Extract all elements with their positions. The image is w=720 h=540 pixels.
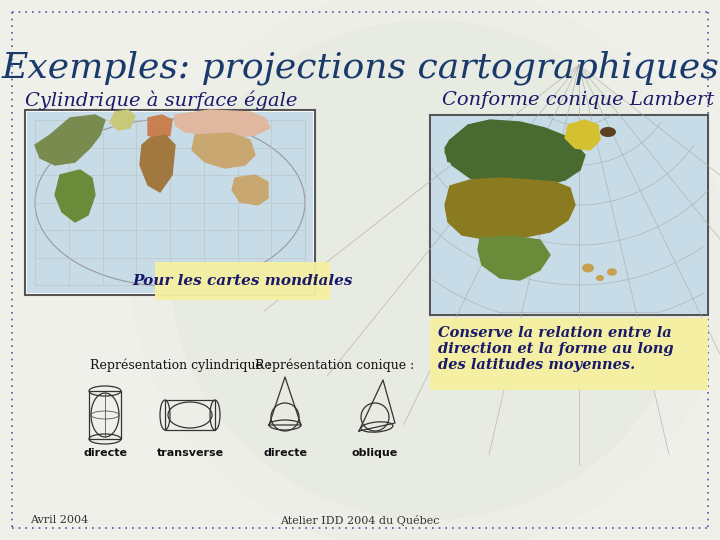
Ellipse shape	[35, 119, 305, 286]
Text: Atelier IDD 2004 du Québec: Atelier IDD 2004 du Québec	[280, 515, 440, 525]
Bar	[27, 112, 313, 293]
Ellipse shape	[582, 264, 594, 273]
Text: Conforme conique Lambert: Conforme conique Lambert	[442, 91, 714, 109]
Polygon shape	[445, 140, 460, 162]
Text: Exemples: projections cartographiques: Exemples: projections cartographiques	[1, 51, 719, 85]
Text: transverse: transverse	[156, 448, 224, 458]
Polygon shape	[565, 120, 600, 150]
Polygon shape	[478, 236, 550, 280]
Ellipse shape	[170, 20, 690, 520]
Bar	[430, 115, 708, 315]
Text: Avril 2004: Avril 2004	[30, 515, 89, 525]
Polygon shape	[445, 178, 575, 240]
Polygon shape	[148, 115, 172, 140]
Text: oblique: oblique	[352, 448, 398, 458]
Bar	[431, 116, 707, 314]
Polygon shape	[35, 115, 105, 165]
Text: directe: directe	[83, 448, 127, 458]
Ellipse shape	[600, 127, 616, 137]
Polygon shape	[55, 170, 95, 222]
Text: Représentation cylindrique :: Représentation cylindrique :	[90, 358, 271, 372]
Bar	[155, 262, 330, 300]
Ellipse shape	[607, 268, 617, 276]
Polygon shape	[192, 133, 255, 168]
Text: Cylindrique à surface égale: Cylindrique à surface égale	[25, 90, 297, 110]
Polygon shape	[175, 110, 270, 138]
Bar	[165, 400, 215, 430]
Polygon shape	[140, 135, 175, 192]
Bar	[430, 318, 708, 390]
Polygon shape	[232, 175, 268, 205]
Text: Conserve la relation entre la
direction et la forme au long
des latitudes moyenn: Conserve la relation entre la direction …	[438, 326, 674, 373]
Polygon shape	[445, 120, 585, 188]
Bar	[25, 110, 315, 295]
Bar	[89, 391, 121, 439]
Text: Représentation conique :: Représentation conique :	[255, 358, 414, 372]
Ellipse shape	[596, 275, 604, 281]
Ellipse shape	[130, 0, 720, 540]
Text: directe: directe	[263, 448, 307, 458]
Polygon shape	[110, 110, 135, 130]
Text: Pour les cartes mondiales: Pour les cartes mondiales	[132, 274, 353, 288]
